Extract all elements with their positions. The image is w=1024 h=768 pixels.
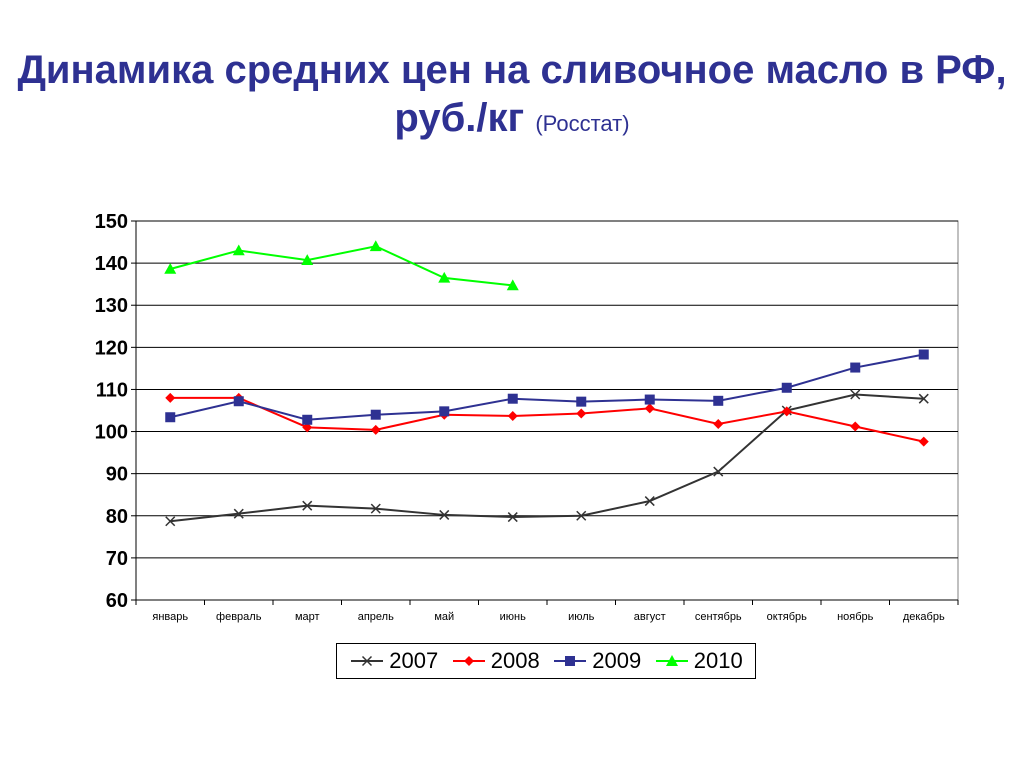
data-point-2009 — [918, 349, 929, 360]
data-point-2008 — [781, 406, 792, 417]
legend-swatch-2008 — [452, 656, 485, 666]
y-tick-label: 90 — [106, 464, 128, 486]
data-point-2008 — [370, 424, 381, 435]
data-point-2010 — [369, 240, 382, 252]
data-point-2007 — [439, 509, 450, 520]
x-tick-label: октябрь — [767, 611, 807, 623]
y-tick-label: 130 — [95, 295, 128, 317]
data-point-2008 — [507, 410, 518, 421]
legend-item-2008: 2008 — [451, 648, 540, 674]
legend-label-2010: 2010 — [693, 648, 743, 673]
y-tick-label: 150 — [95, 211, 128, 233]
data-point-2007 — [370, 503, 381, 514]
data-point-2007 — [233, 508, 244, 519]
x-tick-label: ноябрь — [837, 611, 874, 623]
series-line-2007 — [170, 393, 924, 523]
data-point-2009 — [850, 362, 861, 373]
legend-item-2010: 2010 — [654, 648, 743, 674]
data-point-2008 — [302, 422, 313, 433]
x-tick-label: август — [634, 611, 666, 623]
series-line-2008 — [170, 396, 924, 443]
data-point-2008 — [713, 418, 724, 429]
data-point-2007 — [713, 466, 724, 477]
legend-swatch-2009 — [554, 656, 587, 666]
data-point-2007 — [850, 389, 861, 400]
legend-swatch-2007 — [351, 655, 384, 667]
legend-swatch-2010 — [655, 655, 688, 666]
data-point-2007 — [644, 496, 655, 507]
legend-label-2008: 2008 — [490, 648, 540, 673]
data-point-2009 — [781, 382, 792, 393]
data-point-2007 — [918, 393, 929, 404]
x-tick-label: июль — [568, 611, 595, 623]
data-point-2010 — [301, 254, 314, 265]
y-tick-label: 120 — [95, 337, 128, 359]
plot-area — [135, 220, 959, 601]
data-point-2008 — [850, 421, 861, 432]
data-point-2007 — [165, 516, 176, 527]
x-tick-label: сентябрь — [695, 611, 742, 623]
x-tick-label: февраль — [216, 611, 262, 623]
legend-label-2009: 2009 — [592, 648, 642, 673]
data-point-2010 — [438, 271, 451, 283]
x-tick-label: декабрь — [903, 611, 945, 623]
data-point-2008 — [918, 436, 929, 447]
chart-legend: 2007 2008 2009 2010 — [336, 643, 756, 679]
data-point-2009 — [370, 409, 381, 420]
x-tick-label: март — [295, 611, 320, 623]
legend-item-2009: 2009 — [552, 648, 641, 674]
legend-item-2007: 2007 — [349, 648, 438, 674]
y-tick-label: 100 — [95, 422, 128, 444]
chart-title: Динамика средних цен на сливочное масло … — [0, 46, 1024, 148]
y-tick-label: 140 — [95, 253, 128, 275]
title-main: Динамика средних цен на сливочное масло … — [17, 48, 1007, 92]
x-tick-label: апрель — [358, 611, 394, 623]
data-point-2007 — [507, 512, 518, 523]
series-line-2010 — [169, 245, 513, 287]
title-unit-line: руб./кг (Росстат) — [0, 94, 1024, 148]
x-tick-label: июнь — [500, 611, 526, 623]
y-tick-label: 80 — [106, 506, 128, 528]
title-unit: руб./кг — [394, 96, 525, 140]
data-point-2009 — [302, 414, 313, 425]
data-point-2010 — [506, 279, 519, 291]
data-point-2008 — [165, 392, 176, 403]
data-point-2009 — [576, 396, 587, 407]
data-point-2009 — [507, 393, 518, 404]
legend-label-2007: 2007 — [389, 648, 439, 673]
data-point-2010 — [164, 263, 177, 274]
x-tick-label: май — [434, 611, 454, 623]
series-line-2009 — [170, 353, 924, 421]
data-point-2007 — [576, 510, 587, 521]
x-tick-label: январь — [152, 611, 188, 623]
data-point-2010 — [232, 244, 245, 256]
data-point-2009 — [165, 412, 176, 423]
data-point-2009 — [713, 395, 724, 406]
y-tick-label: 110 — [96, 379, 128, 401]
title-source: (Росстат) — [535, 111, 630, 136]
data-point-2009 — [644, 394, 655, 405]
y-tick-label: 70 — [106, 548, 128, 570]
data-point-2009 — [233, 396, 244, 407]
data-point-2007 — [302, 500, 313, 511]
data-point-2008 — [644, 403, 655, 414]
data-point-2008 — [576, 408, 587, 419]
y-tick-label: 60 — [106, 590, 128, 612]
data-point-2009 — [439, 406, 450, 417]
